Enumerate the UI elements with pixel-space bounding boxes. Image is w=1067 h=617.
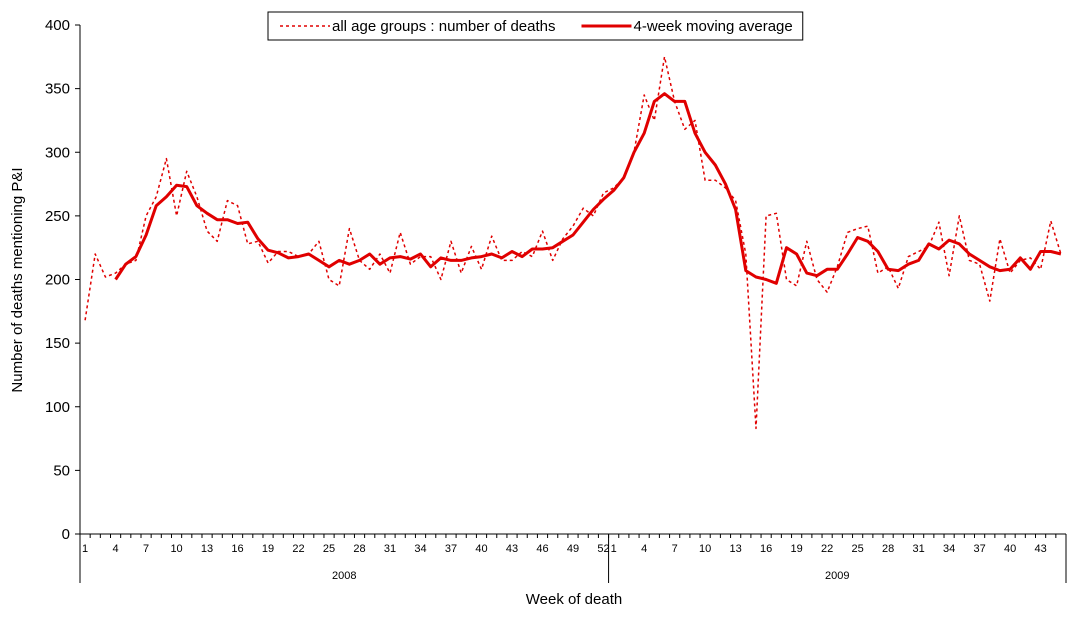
y-tick-label: 250 [45,208,70,225]
x-tick-label: 13 [730,543,742,555]
x-tick-label: 13 [201,543,213,555]
x-tick-label: 46 [536,543,548,555]
y-axis-title: Number of deaths mentioning P&I [9,167,26,392]
x-tick-label: 40 [475,543,487,555]
x-tick-label: 37 [445,543,457,555]
x-tick-label: 43 [1034,543,1046,555]
x-tick-label: 34 [943,543,955,555]
x-tick-label: 19 [262,543,274,555]
y-tick-label: 300 [45,144,70,161]
x-tick-label: 25 [851,543,863,555]
y-tick-label: 50 [53,462,70,479]
y-tick-label: 350 [45,81,70,98]
x-tick-label: 25 [323,543,335,555]
x-tick-label: 31 [912,543,924,555]
series-line [114,92,1062,285]
x-tick-label: 10 [699,543,711,555]
y-tick-label: 100 [45,399,70,416]
x-tick-label: 40 [1004,543,1016,555]
x-tick-label: 22 [292,543,304,555]
x-tick-label: 49 [567,543,579,555]
x-tick-label: 34 [414,543,426,555]
x-tick-label: 1 [82,543,88,555]
y-tick-label: 200 [45,272,70,289]
x-tick-label: 37 [973,543,985,555]
x-tick-label: 31 [384,543,396,555]
x-tick-label: 28 [882,543,894,555]
x-tick-label: 1 [611,543,617,555]
x-tick-label: 4 [113,543,119,555]
y-tick-label: 400 [45,17,70,34]
x-tick-label: 16 [231,543,243,555]
x-tick-label: 7 [143,543,149,555]
legend-label: all age groups : number of deaths [332,18,555,35]
y-tick-label: 0 [62,526,70,543]
y-tick-label: 150 [45,335,70,352]
x-tick-label: 7 [672,543,678,555]
x-tick-label: 22 [821,543,833,555]
x-tick-label: 28 [353,543,365,555]
x-tick-label: 16 [760,543,772,555]
x-tick-label: 19 [791,543,803,555]
x-axis-title: Week of death [526,591,622,608]
x-tick-label: 52 [597,543,609,555]
x-tick-label: 4 [641,543,647,555]
group-label: 2008 [332,570,356,582]
group-label: 2009 [825,570,849,582]
legend-label: 4-week moving average [633,18,792,35]
x-tick-label: 43 [506,543,518,555]
x-tick-label: 10 [170,543,182,555]
series-line [84,56,1062,430]
legend-box [267,11,804,41]
